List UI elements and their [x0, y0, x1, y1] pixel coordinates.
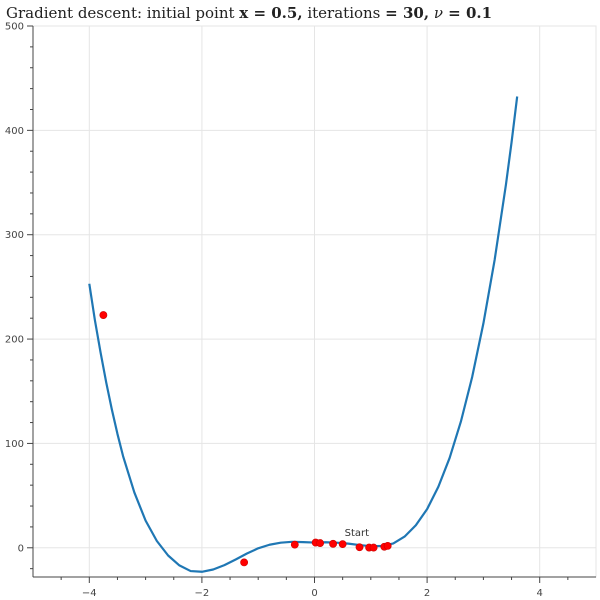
iterate-point — [383, 542, 392, 550]
y-tick-label: 400 — [5, 126, 24, 137]
iterate-points — [99, 311, 392, 567]
y-tick-label: 100 — [5, 439, 24, 450]
iterate-point — [240, 558, 249, 567]
curve-layer — [88, 96, 519, 573]
x-tick-label: 0 — [311, 588, 317, 599]
y-tick-label: 200 — [5, 335, 24, 346]
axes: −4 −2 0 2 4 0 100 200 300 400 500 — [5, 22, 596, 599]
x-tick-label: 4 — [537, 588, 543, 599]
iterate-point — [329, 539, 337, 548]
y-tick-label: 500 — [5, 22, 24, 33]
iterate-point — [369, 543, 378, 552]
x-tick-label: 2 — [424, 588, 430, 599]
function-curve — [88, 96, 519, 573]
y-tick-label: 0 — [18, 543, 24, 554]
x-tick-label: −2 — [195, 588, 210, 599]
grid-lines — [33, 25, 596, 577]
iterate-point — [316, 539, 325, 547]
start-annotation: Start — [345, 528, 370, 539]
iterate-point — [355, 543, 364, 552]
chart-title: Gradient descent: initial point x = 0.5,… — [6, 4, 493, 22]
y-tick-label: 300 — [5, 230, 24, 241]
iterate-point — [99, 311, 108, 319]
iterate-point — [290, 540, 299, 549]
iterate-point — [338, 540, 347, 549]
x-tick-label: −4 — [82, 588, 97, 599]
